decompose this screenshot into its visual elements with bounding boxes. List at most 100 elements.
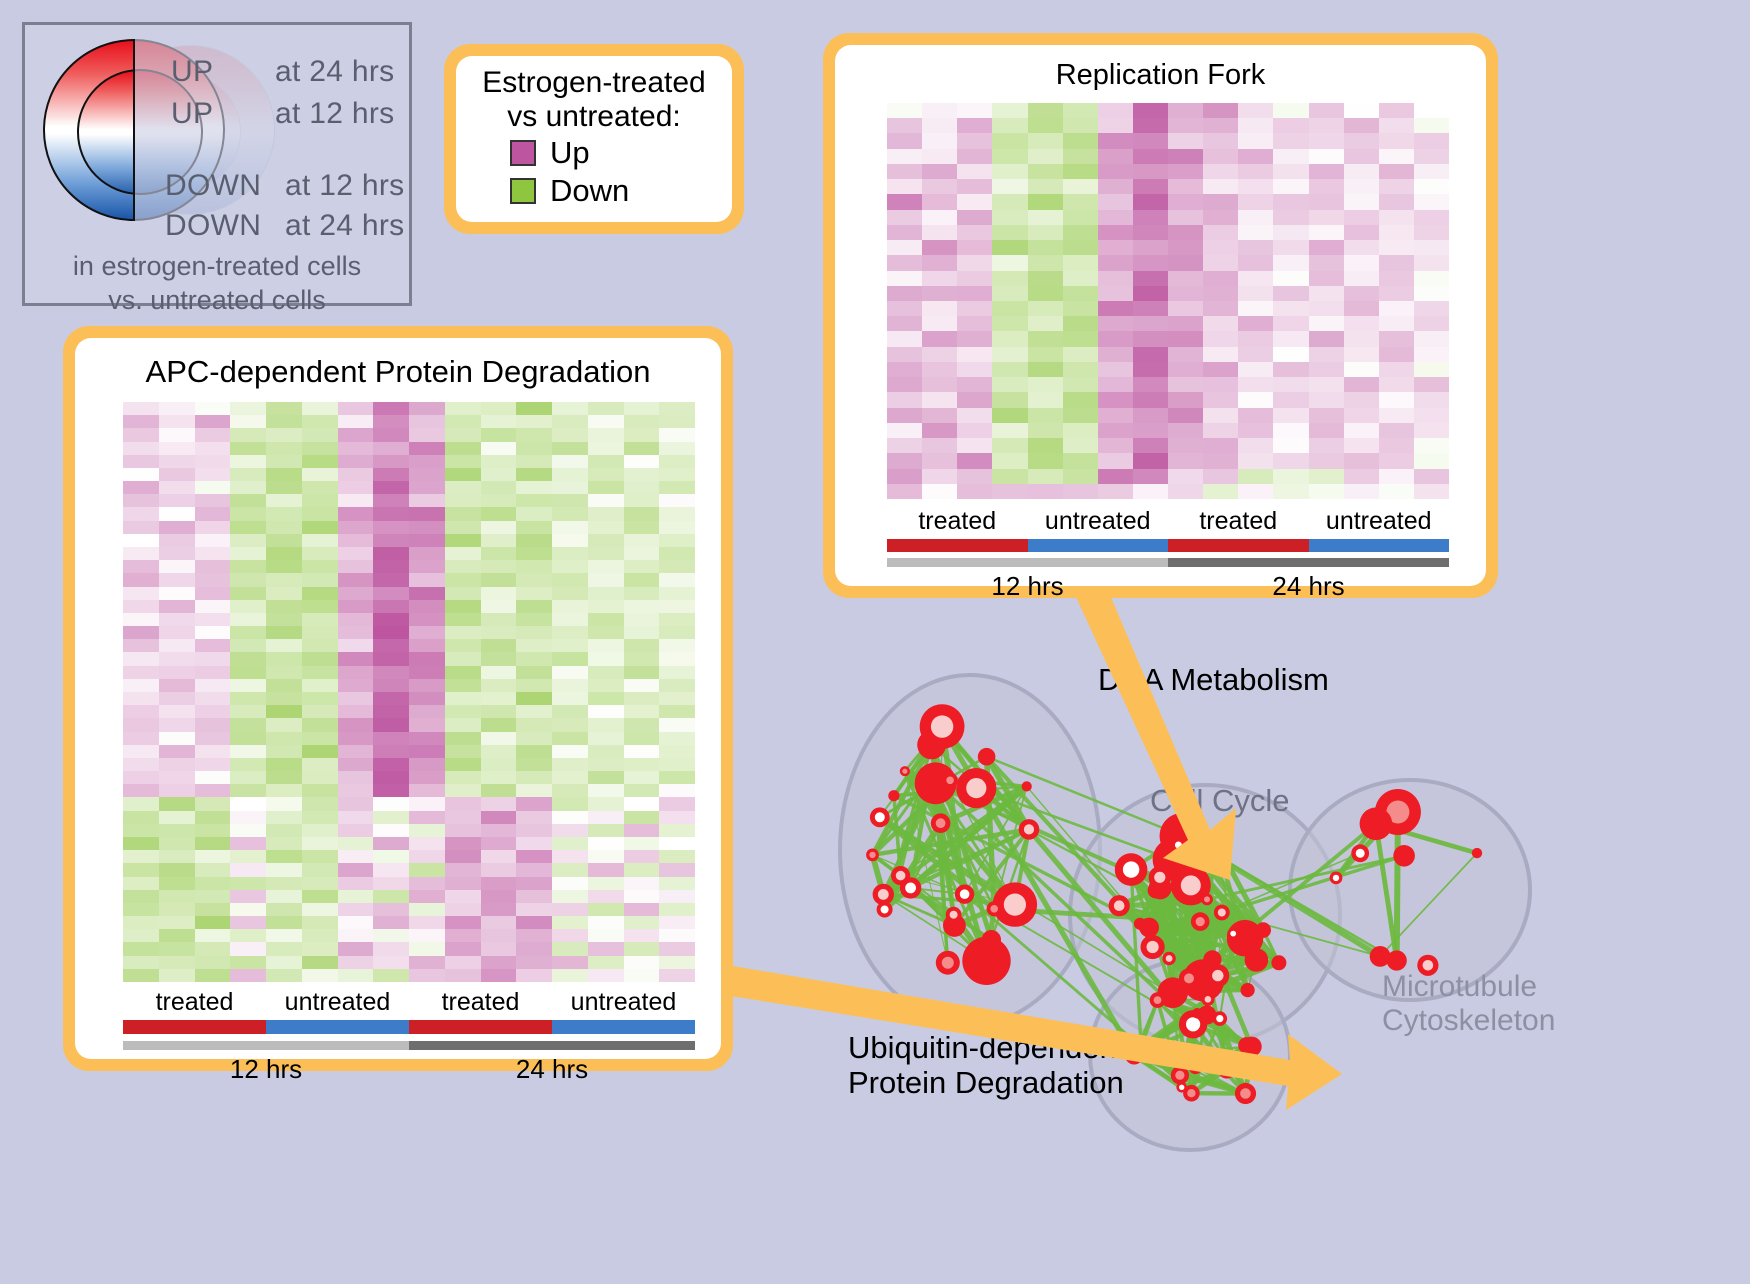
up-down-legend-panel: Estrogen-treated vs untreated: Up Down	[444, 44, 744, 234]
network-node[interactable]	[1370, 946, 1391, 967]
legend-item-down: Down	[510, 173, 732, 209]
network-node-core	[1179, 1085, 1184, 1090]
network-node-core	[1024, 824, 1034, 834]
network-node[interactable]	[978, 748, 996, 766]
up-label: Up	[550, 135, 590, 171]
cluster-label-microtubule-cytoskeleton: Microtubule Cytoskeleton	[1382, 970, 1555, 1037]
network-node[interactable]	[1255, 922, 1271, 938]
rf-time-0: 12 hrs	[887, 571, 1168, 602]
network-node-core	[1186, 1017, 1200, 1031]
network-node-core	[960, 889, 970, 899]
network-node[interactable]	[1192, 1008, 1203, 1019]
network-node[interactable]	[982, 930, 1001, 949]
down-label: Down	[550, 173, 629, 209]
mt-line1: Microtubule	[1382, 970, 1555, 1004]
network-node-core	[1181, 875, 1201, 895]
replication-fork-time-bar	[887, 558, 1449, 567]
legend-dir-3: DOWN	[165, 209, 261, 243]
legend-time-0: at 24 hrs	[275, 55, 394, 89]
network-node[interactable]	[1139, 918, 1159, 938]
legend-time-1: at 12 hrs	[275, 97, 394, 131]
apc-group-0: treated	[123, 988, 266, 1017]
network-svg	[790, 600, 1750, 1279]
network-node-core	[936, 818, 946, 828]
rf-group-1: untreated	[1028, 507, 1169, 536]
direction-legend-box: UP at 24 hrs UP at 12 hrs DOWN at 12 hrs…	[22, 22, 412, 306]
replication-fork-title: Replication Fork	[835, 45, 1486, 92]
apc-group-bar	[123, 1020, 695, 1034]
network-node[interactable]	[1242, 1037, 1262, 1057]
network-node-core	[1184, 973, 1194, 983]
network-node[interactable]	[1241, 983, 1255, 997]
network-node-core	[1212, 970, 1223, 981]
apc-degradation-panel: APC-dependent Protein Degradation treate…	[63, 326, 733, 1071]
legend-dir-0: UP	[171, 55, 213, 89]
apc-time-0: 12 hrs	[123, 1054, 409, 1085]
replication-fork-heatmap	[887, 103, 1449, 499]
rf-time-1: 24 hrs	[1168, 571, 1449, 602]
network-node-core	[875, 812, 885, 822]
network-node[interactable]	[1131, 1037, 1151, 1057]
network-node-core	[1423, 960, 1434, 971]
network-node-core	[1175, 842, 1182, 849]
network-node-core	[931, 715, 953, 737]
apc-time-bar	[123, 1041, 695, 1050]
replication-fork-group-labels: treated untreated treated untreated	[887, 507, 1449, 536]
network-node[interactable]	[1472, 848, 1482, 858]
replication-fork-panel: Replication Fork treated untreated treat…	[823, 33, 1498, 598]
legend-item-up: Up	[510, 135, 732, 171]
apc-group-labels: treated untreated treated untreated	[123, 988, 695, 1017]
apc-group-2: treated	[409, 988, 552, 1017]
network-node-core	[1204, 896, 1210, 902]
network-node[interactable]	[1245, 948, 1269, 972]
apc-group-3: untreated	[552, 988, 695, 1017]
legend-footer-line1: in estrogen-treated cells	[25, 251, 409, 282]
network-node-core	[878, 889, 889, 900]
network-node-core	[902, 769, 907, 774]
apc-panel-title: APC-dependent Protein Degradation	[75, 338, 721, 390]
network-node-core	[905, 883, 916, 894]
network-node-core	[946, 777, 954, 785]
network-node-core	[1218, 909, 1226, 917]
network-node-core	[1216, 1015, 1223, 1022]
cluster-label-dna-metabolism: DNA Metabolism	[1098, 662, 1329, 698]
network-node[interactable]	[1218, 1060, 1237, 1079]
network-node[interactable]	[1170, 854, 1184, 868]
network-node-core	[942, 957, 954, 969]
network-node[interactable]	[1203, 950, 1221, 968]
pathway-network-diagram: DNA Metabolism Cell Cycle Microtubule Cy…	[790, 600, 1750, 1279]
legend-footer-line2: vs. untreated cells	[25, 285, 409, 316]
network-node-core	[966, 778, 986, 798]
network-node-core	[1154, 872, 1165, 883]
ring-divider	[133, 39, 135, 221]
apc-group-1: untreated	[266, 988, 409, 1017]
network-node-core	[1333, 875, 1339, 881]
legend-time-3: at 24 hrs	[285, 209, 404, 243]
network-node[interactable]	[1022, 781, 1032, 791]
network-node-core	[1114, 900, 1125, 911]
apc-time-1: 24 hrs	[409, 1054, 695, 1085]
network-node[interactable]	[888, 790, 899, 801]
replication-fork-time-labels: 12 hrs 24 hrs	[887, 571, 1449, 602]
network-node[interactable]	[1189, 1061, 1203, 1075]
network-node-core	[1230, 931, 1236, 937]
network-node[interactable]	[1360, 808, 1393, 841]
down-swatch-icon	[510, 178, 536, 204]
legend-dir-1: UP	[171, 97, 213, 131]
network-node-core	[881, 906, 889, 914]
mt-line2: Cytoskeleton	[1382, 1004, 1555, 1038]
network-node[interactable]	[919, 766, 940, 787]
cluster-label-cell-cycle: Cell Cycle	[1150, 783, 1290, 819]
network-node-core	[990, 905, 998, 913]
legend-dir-2: DOWN	[165, 169, 261, 203]
replication-fork-group-bar	[887, 539, 1449, 552]
network-node[interactable]	[1393, 845, 1415, 867]
legend-time-2: at 12 hrs	[285, 169, 404, 203]
ub-line2: Protein Degradation	[848, 1065, 1126, 1100]
network-node-core	[1210, 835, 1220, 845]
network-node-core	[1240, 1088, 1251, 1099]
cluster-label-ubiquitin-degradation: Ubiquitin-dependent Protein Degradation	[848, 1030, 1126, 1101]
network-node-core	[896, 871, 906, 881]
updown-title-line1: Estrogen-treated	[456, 66, 732, 100]
network-node[interactable]	[1271, 955, 1286, 970]
